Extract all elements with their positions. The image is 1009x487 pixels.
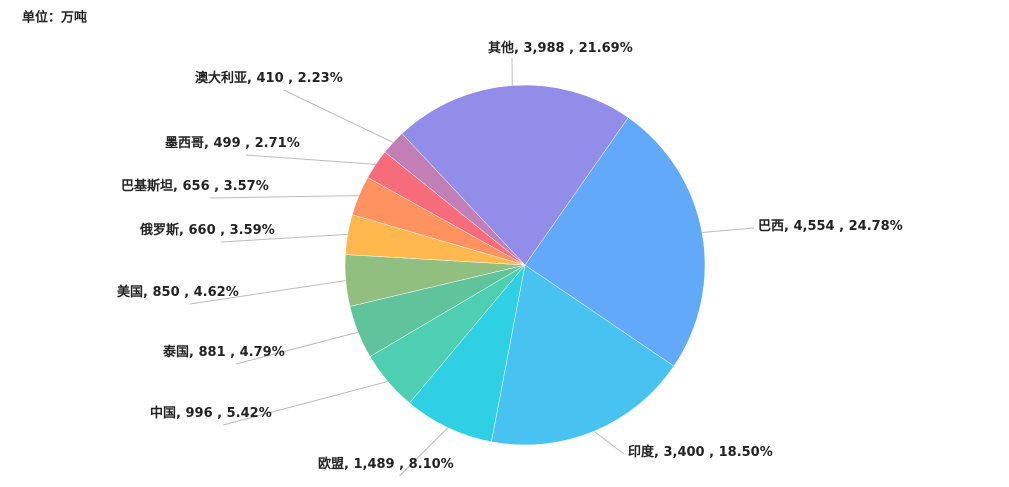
separator: , xyxy=(189,345,198,360)
separator: , xyxy=(654,445,663,460)
separator: , xyxy=(179,223,188,238)
separator: , xyxy=(204,136,213,151)
separator: , xyxy=(565,41,579,56)
category-label: 泰国 xyxy=(162,344,189,360)
category-label: 欧盟 xyxy=(318,456,344,472)
separator: , xyxy=(213,406,227,421)
value-label: 410 xyxy=(256,71,283,86)
category-label: 美国 xyxy=(117,284,143,300)
category-label: 巴基斯坦 xyxy=(121,178,173,194)
leader-line xyxy=(222,380,388,426)
separator: , xyxy=(180,285,194,300)
leader-lines xyxy=(189,57,755,477)
separator: , xyxy=(210,179,224,194)
leader-line xyxy=(209,195,359,199)
slice-label: 巴基斯坦, 656 , 3.57% xyxy=(121,178,269,194)
category-label: 澳大利亚 xyxy=(195,70,247,86)
chart-title: 单位：万吨 xyxy=(22,10,87,26)
value-label: 499 xyxy=(213,136,240,151)
separator: , xyxy=(247,71,256,86)
separator: , xyxy=(835,219,849,234)
percent-label: 18.50% xyxy=(719,445,773,460)
separator: , xyxy=(705,445,719,460)
percent-label: 2.23% xyxy=(298,71,343,86)
pie-slice xyxy=(401,84,629,266)
separator: , xyxy=(226,345,240,360)
value-label: 656 xyxy=(182,179,209,194)
percent-label: 8.10% xyxy=(409,457,454,472)
percent-label: 3.57% xyxy=(224,179,269,194)
value-label: 881 xyxy=(198,345,225,360)
pie-slice xyxy=(409,264,526,443)
slice-label: 欧盟, 1,489 , 8.10% xyxy=(318,456,454,472)
pie-slice xyxy=(491,264,675,446)
category-label: 印度 xyxy=(628,444,655,460)
value-label: 3,988 xyxy=(523,41,564,56)
category-label: 巴西 xyxy=(758,219,784,234)
value-label: 660 xyxy=(188,223,215,238)
slice-label: 墨西哥, 499 , 2.71% xyxy=(165,135,300,151)
leader-line xyxy=(189,280,346,305)
category-label: 其他 xyxy=(488,40,514,56)
separator: , xyxy=(784,219,793,234)
slice-label: 俄罗斯, 660 , 3.59% xyxy=(139,222,275,238)
percent-label: 24.78% xyxy=(849,219,903,234)
value-label: 3,400 xyxy=(663,445,704,460)
value-label: 1,489 xyxy=(353,457,394,472)
slice-label: 美国, 850 , 4.62% xyxy=(117,284,239,300)
percent-label: 2.71% xyxy=(255,136,300,151)
percent-label: 4.62% xyxy=(194,285,239,300)
leader-line xyxy=(593,430,625,455)
separator: , xyxy=(514,41,523,56)
separator: , xyxy=(284,71,298,86)
value-label: 850 xyxy=(152,285,179,300)
category-label: 中国 xyxy=(150,405,176,421)
separator: , xyxy=(241,136,255,151)
value-label: 996 xyxy=(185,406,212,421)
percent-label: 3.59% xyxy=(230,223,275,238)
percent-label: 5.42% xyxy=(227,406,272,421)
percent-label: 21.69% xyxy=(579,41,633,56)
leader-line xyxy=(283,89,394,143)
leader-line xyxy=(701,227,755,233)
separator: , xyxy=(173,179,182,194)
leader-line xyxy=(245,154,376,165)
separator: , xyxy=(143,285,152,300)
separator: , xyxy=(216,223,230,238)
value-label: 4,554 xyxy=(793,219,834,234)
slice-label: 中国, 996 , 5.42% xyxy=(150,405,272,421)
leader-line xyxy=(220,233,348,243)
slice-label: 澳大利亚, 410 , 2.23% xyxy=(195,70,343,86)
category-label: 墨西哥 xyxy=(165,135,204,151)
separator: , xyxy=(395,457,409,472)
separator: , xyxy=(176,406,185,421)
percent-label: 4.79% xyxy=(240,345,285,360)
separator: , xyxy=(344,457,353,472)
leader-line xyxy=(235,331,359,365)
category-label: 俄罗斯 xyxy=(139,222,179,238)
slice-label: 其他, 3,988 , 21.69% xyxy=(488,40,633,56)
pie-slice xyxy=(524,117,706,367)
slice-label: 巴西, 4,554 , 24.78% xyxy=(758,219,903,234)
slice-label: 泰国, 881 , 4.79% xyxy=(162,344,285,360)
leader-line xyxy=(399,427,449,477)
slice-label: 印度, 3,400 , 18.50% xyxy=(628,444,773,460)
